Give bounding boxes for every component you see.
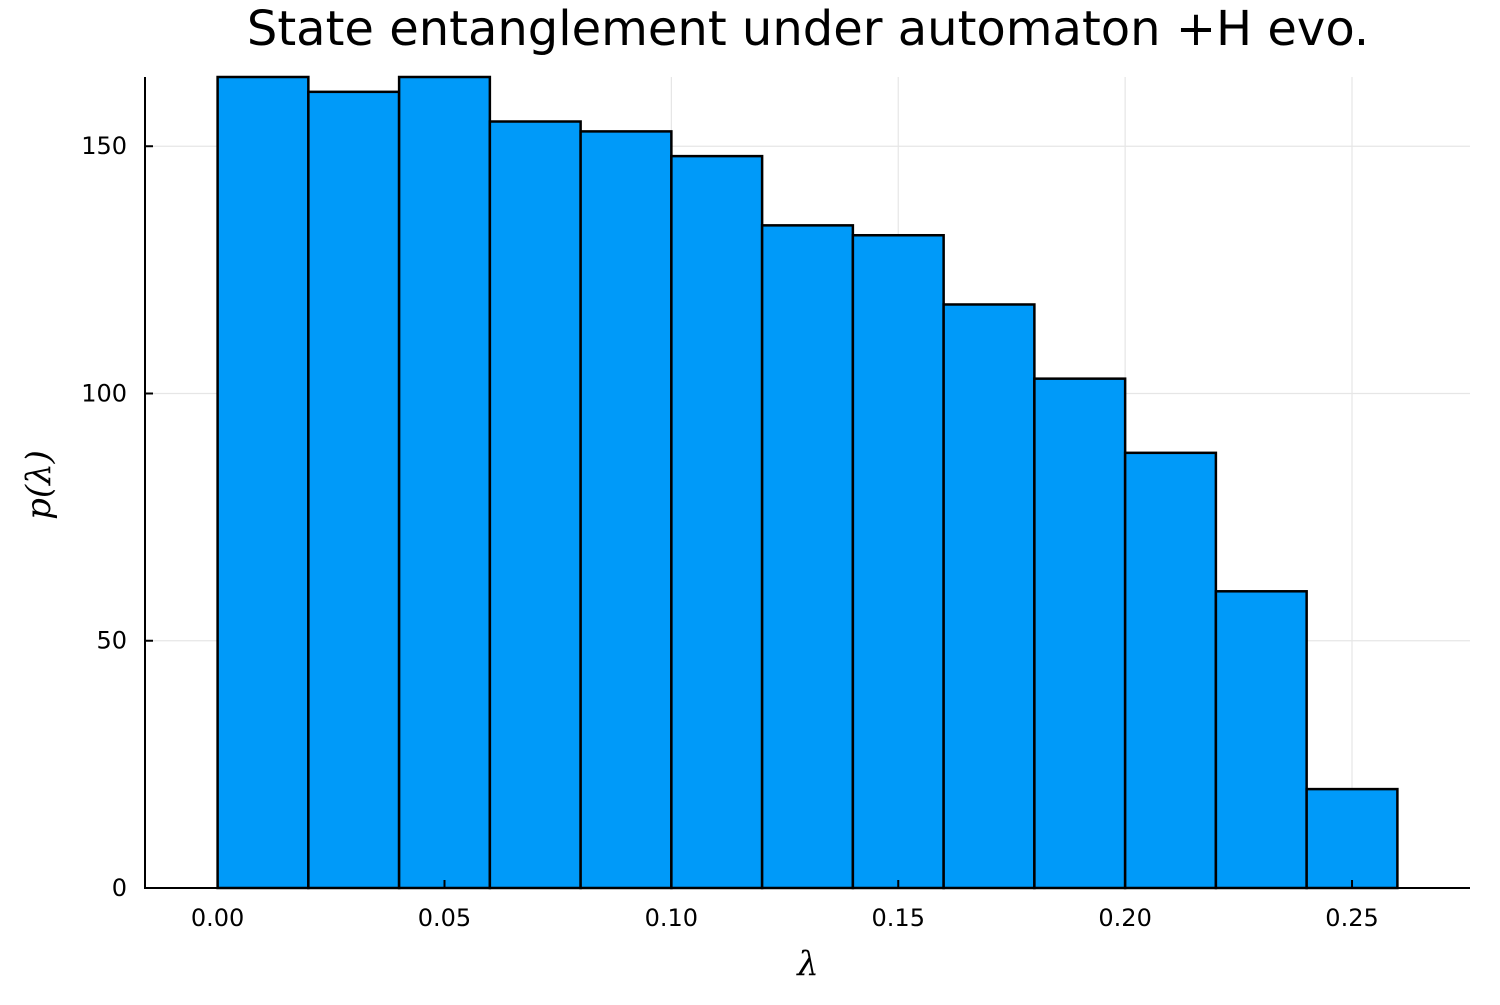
histogram-bar <box>216 75 310 890</box>
y-axis-label: p(λ) <box>19 450 59 520</box>
histogram-bar <box>670 154 764 890</box>
histogram-bar <box>307 90 401 890</box>
histogram-bar <box>1305 787 1399 890</box>
histogram-bar <box>397 75 492 890</box>
y-tick-label: 50 <box>96 627 127 655</box>
x-axis-label: λ <box>795 944 819 984</box>
x-tick-label: 0.20 <box>1098 904 1151 932</box>
y-tick-label: 0 <box>112 874 127 902</box>
histogram-bar <box>1123 451 1218 890</box>
histogram-bar <box>942 303 1036 890</box>
histogram-bar <box>1214 590 1308 890</box>
histogram-bar <box>1033 377 1127 890</box>
y-tick-label: 100 <box>81 379 127 407</box>
axes-layer <box>144 77 1470 889</box>
y-tick-label: 150 <box>81 132 127 160</box>
x-tick-label: 0.25 <box>1325 904 1378 932</box>
ticks-layer: 0.00 0.05 0.10 0.15 0.20 0.25 0 50 100 150 <box>81 132 1379 932</box>
chart-title: State entanglement under automaton +H ev… <box>247 1 1369 57</box>
histogram-bar <box>488 120 582 890</box>
histogram-bar <box>579 130 673 890</box>
bars-layer <box>216 75 1399 890</box>
x-tick-label: 0.05 <box>418 904 471 932</box>
histogram-bar <box>851 233 945 890</box>
x-tick-label: 0.10 <box>645 904 698 932</box>
x-tick-label: 0.00 <box>191 904 244 932</box>
x-tick-label: 0.15 <box>872 904 925 932</box>
histogram-bar <box>760 224 855 890</box>
